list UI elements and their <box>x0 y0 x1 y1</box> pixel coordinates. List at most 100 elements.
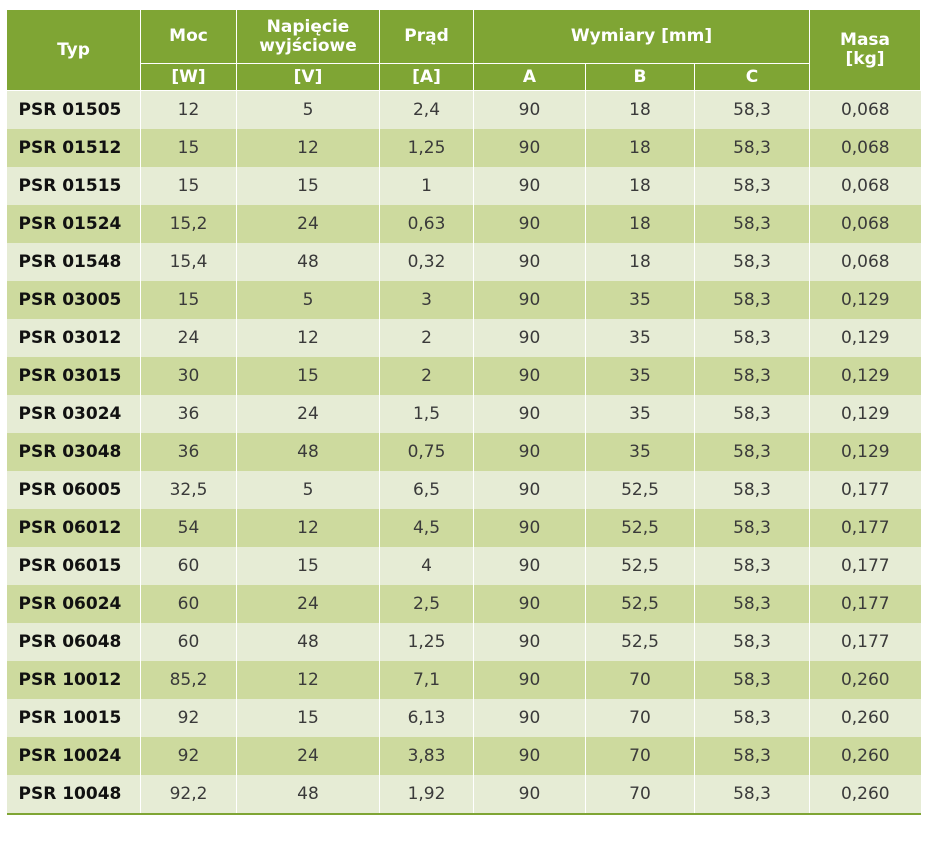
cell-dim-b: 70 <box>585 699 695 737</box>
cell-typ: PSR 10024 <box>6 737 141 775</box>
cell-moc: 60 <box>140 547 237 585</box>
table-row: PSR 01505 12 5 2,4 90 18 58,3 0,068 <box>6 90 921 129</box>
cell-dim-c: 58,3 <box>693 585 810 623</box>
cell-typ: PSR 06024 <box>6 585 141 623</box>
cell-dim-b: 18 <box>585 243 695 281</box>
cell-dim-b: 35 <box>585 357 695 395</box>
cell-prad: 6,5 <box>379 471 474 509</box>
cell-moc: 15,2 <box>140 205 237 243</box>
cell-masa: 0,260 <box>809 737 921 775</box>
cell-napiecie: 12 <box>236 509 380 547</box>
cell-dim-a: 90 <box>473 623 586 661</box>
cell-prad: 1,5 <box>379 395 474 433</box>
header-napiecie: Napięcie wyjściowe <box>236 9 380 64</box>
cell-typ: PSR 01515 <box>6 167 141 205</box>
cell-prad: 1,25 <box>379 129 474 167</box>
table-row: PSR 03015 30 15 2 90 35 58,3 0,129 <box>6 357 921 395</box>
cell-masa: 0,260 <box>809 661 921 699</box>
cell-dim-a: 90 <box>473 357 586 395</box>
cell-masa: 0,177 <box>809 585 921 623</box>
table-row: PSR 03024 36 24 1,5 90 35 58,3 0,129 <box>6 395 921 433</box>
cell-napiecie: 24 <box>236 205 380 243</box>
cell-moc: 24 <box>140 319 237 357</box>
cell-moc: 60 <box>140 623 237 661</box>
header-wymiary: Wymiary [mm] <box>472 9 811 64</box>
cell-dim-b: 18 <box>585 90 695 129</box>
cell-dim-a: 90 <box>473 585 586 623</box>
cell-typ: PSR 10048 <box>6 775 141 815</box>
cell-dim-c: 58,3 <box>693 205 810 243</box>
header-prad-unit: [A] <box>379 63 474 91</box>
cell-napiecie: 24 <box>236 737 380 775</box>
cell-masa: 0,068 <box>809 90 921 129</box>
cell-dim-a: 90 <box>473 737 586 775</box>
table-row: PSR 10024 92 24 3,83 90 70 58,3 0,260 <box>6 737 921 775</box>
cell-napiecie: 5 <box>236 90 380 129</box>
cell-masa: 0,129 <box>809 395 921 433</box>
header-prad: Prąd <box>379 9 474 64</box>
cell-masa: 0,177 <box>809 623 921 661</box>
cell-moc: 15 <box>140 167 237 205</box>
cell-dim-a: 90 <box>473 661 586 699</box>
cell-masa: 0,129 <box>809 357 921 395</box>
table-row: PSR 06012 54 12 4,5 90 52,5 58,3 0,177 <box>6 509 921 547</box>
cell-napiecie: 5 <box>236 471 380 509</box>
cell-prad: 1 <box>379 167 474 205</box>
cell-dim-c: 58,3 <box>693 129 810 167</box>
cell-typ: PSR 03015 <box>6 357 141 395</box>
cell-dim-b: 70 <box>585 775 695 815</box>
cell-napiecie: 12 <box>236 319 380 357</box>
header-dim-a: A <box>473 63 586 91</box>
cell-napiecie: 48 <box>236 775 380 815</box>
cell-dim-a: 90 <box>473 243 586 281</box>
cell-typ: PSR 03012 <box>6 319 141 357</box>
table-row: PSR 06015 60 15 4 90 52,5 58,3 0,177 <box>6 547 921 585</box>
cell-masa: 0,177 <box>809 509 921 547</box>
cell-dim-b: 18 <box>585 129 695 167</box>
cell-dim-b: 18 <box>585 205 695 243</box>
cell-prad: 7,1 <box>379 661 474 699</box>
cell-masa: 0,068 <box>809 205 921 243</box>
cell-moc: 36 <box>140 433 237 471</box>
cell-moc: 30 <box>140 357 237 395</box>
cell-dim-c: 58,3 <box>693 243 810 281</box>
cell-dim-a: 90 <box>473 395 586 433</box>
cell-prad: 0,63 <box>379 205 474 243</box>
cell-dim-b: 52,5 <box>585 623 695 661</box>
cell-prad: 6,13 <box>379 699 474 737</box>
cell-napiecie: 5 <box>236 281 380 319</box>
cell-typ: PSR 10015 <box>6 699 141 737</box>
cell-dim-c: 58,3 <box>693 90 810 129</box>
cell-moc: 12 <box>140 90 237 129</box>
cell-typ: PSR 01505 <box>6 90 141 129</box>
cell-typ: PSR 01548 <box>6 243 141 281</box>
cell-napiecie: 48 <box>236 243 380 281</box>
cell-moc: 15 <box>140 281 237 319</box>
cell-napiecie: 12 <box>236 661 380 699</box>
cell-prad: 3 <box>379 281 474 319</box>
cell-dim-b: 35 <box>585 433 695 471</box>
cell-typ: PSR 06005 <box>6 471 141 509</box>
table-row: PSR 06024 60 24 2,5 90 52,5 58,3 0,177 <box>6 585 921 623</box>
spec-table-container: Typ Moc Napięcie wyjściowe Prąd Wymiary … <box>6 9 922 815</box>
cell-moc: 92 <box>140 737 237 775</box>
cell-typ: PSR 06048 <box>6 623 141 661</box>
cell-moc: 32,5 <box>140 471 237 509</box>
cell-typ: PSR 06015 <box>6 547 141 585</box>
cell-masa: 0,177 <box>809 471 921 509</box>
cell-prad: 2 <box>379 357 474 395</box>
cell-dim-a: 90 <box>473 167 586 205</box>
header-typ: Typ <box>6 9 141 91</box>
cell-dim-b: 52,5 <box>585 509 695 547</box>
cell-masa: 0,068 <box>809 243 921 281</box>
table-row: PSR 03012 24 12 2 90 35 58,3 0,129 <box>6 319 921 357</box>
cell-moc: 15 <box>140 129 237 167</box>
cell-typ: PSR 03024 <box>6 395 141 433</box>
header-moc-unit: [W] <box>140 63 237 91</box>
cell-prad: 4 <box>379 547 474 585</box>
cell-dim-a: 90 <box>473 699 586 737</box>
cell-moc: 15,4 <box>140 243 237 281</box>
cell-napiecie: 24 <box>236 585 380 623</box>
cell-napiecie: 12 <box>236 129 380 167</box>
cell-moc: 54 <box>140 509 237 547</box>
